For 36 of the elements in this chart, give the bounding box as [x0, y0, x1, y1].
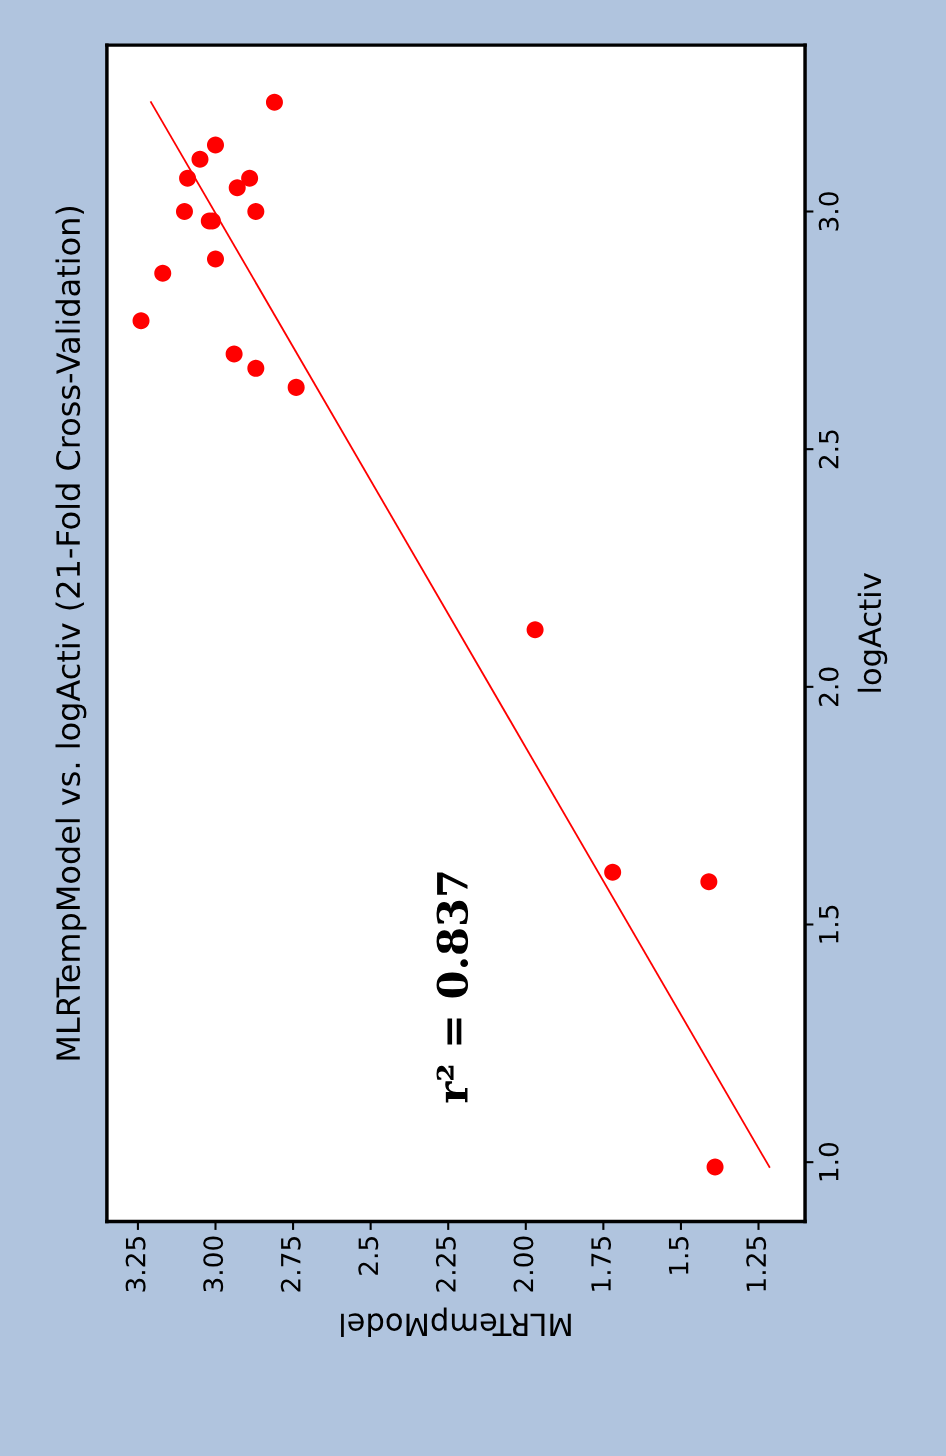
- point: [225, 345, 243, 363]
- point: [175, 203, 193, 221]
- x-tick-label: 3.25: [125, 1237, 146, 1292]
- y-tick-label: 1.0: [818, 1142, 839, 1181]
- point: [604, 863, 622, 881]
- point: [526, 621, 544, 639]
- x-tick-label: 2.25: [435, 1237, 456, 1292]
- point: [154, 264, 172, 282]
- y-axis-title: logActiv: [857, 573, 888, 692]
- point: [179, 169, 197, 187]
- y-tick-label: 2.5: [818, 430, 839, 469]
- point: [287, 378, 305, 396]
- point: [132, 312, 150, 330]
- point: [265, 93, 283, 111]
- point: [700, 873, 718, 891]
- point: [206, 250, 224, 268]
- x-tick-label: 2.75: [280, 1237, 301, 1292]
- point: [247, 359, 265, 377]
- x-tick-label: 1.25: [746, 1237, 767, 1291]
- point: [191, 150, 209, 168]
- point: [241, 169, 259, 187]
- x-tick-label: 3.00: [203, 1236, 224, 1292]
- point: [228, 179, 246, 197]
- text: MLRTempModel vs. logActiv (21-Fold Cross-Validation): [55, 206, 87, 1060]
- point: [706, 1158, 724, 1176]
- x-axis-title: MLRTempModel: [341, 1307, 571, 1337]
- x-tick-label: 1.5: [668, 1237, 689, 1274]
- annotation: r² = 0.837: [436, 872, 469, 1103]
- point: [206, 136, 224, 154]
- x-tick-label: 2.00: [513, 1236, 534, 1292]
- point: [247, 203, 265, 221]
- y-tick-label: 2.0: [818, 667, 839, 706]
- y-tick-label: 3.0: [818, 192, 839, 231]
- x-tick-label: 1.75: [591, 1237, 612, 1291]
- y-tick-label: 1.5: [819, 905, 839, 943]
- x-tick-label: 2.5: [358, 1237, 379, 1275]
